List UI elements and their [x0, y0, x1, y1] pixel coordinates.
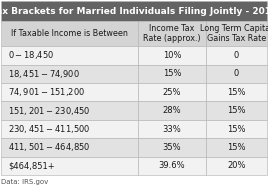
Text: $74,901 - $151,200: $74,901 - $151,200: [8, 86, 85, 98]
Text: Income Tax
Rate (approx.): Income Tax Rate (approx.): [143, 24, 201, 43]
Text: $464,851+: $464,851+: [8, 161, 54, 170]
Text: $230,451 - $411,500: $230,451 - $411,500: [8, 123, 90, 135]
Text: Long Term Capital
Gains Tax Rate: Long Term Capital Gains Tax Rate: [200, 24, 268, 43]
Text: Tax Brackets for Married Individuals Filing Jointly - 2015: Tax Brackets for Married Individuals Fil…: [0, 7, 268, 15]
Bar: [1, 21, 138, 46]
Bar: [1, 1, 267, 21]
Bar: [1, 157, 138, 175]
Bar: [1, 83, 138, 101]
Text: 0: 0: [234, 69, 239, 78]
Text: $151,201 - $230,450: $151,201 - $230,450: [8, 105, 90, 117]
Text: 15%: 15%: [227, 124, 246, 133]
Bar: [206, 65, 267, 83]
Text: 28%: 28%: [163, 106, 181, 115]
Bar: [138, 157, 206, 175]
Bar: [1, 65, 138, 83]
Bar: [206, 120, 267, 138]
Bar: [138, 83, 206, 101]
Bar: [138, 21, 206, 46]
Text: 25%: 25%: [163, 88, 181, 97]
Bar: [138, 101, 206, 120]
Text: 0: 0: [234, 51, 239, 60]
Bar: [1, 120, 138, 138]
Bar: [138, 65, 206, 83]
Bar: [206, 157, 267, 175]
Bar: [206, 138, 267, 157]
Text: 39.6%: 39.6%: [159, 161, 185, 170]
Text: 20%: 20%: [227, 161, 246, 170]
Bar: [138, 120, 206, 138]
Text: 10%: 10%: [163, 51, 181, 60]
Text: $0 - $18,450: $0 - $18,450: [8, 49, 54, 61]
Bar: [138, 46, 206, 65]
Bar: [206, 21, 267, 46]
Text: $411,501 - $464,850: $411,501 - $464,850: [8, 141, 90, 153]
Text: $18,451 - $74,900: $18,451 - $74,900: [8, 68, 80, 80]
Bar: [206, 46, 267, 65]
Bar: [1, 46, 138, 65]
Text: 35%: 35%: [163, 143, 181, 152]
Bar: [206, 101, 267, 120]
Bar: [206, 83, 267, 101]
Text: 33%: 33%: [162, 124, 181, 133]
Text: 15%: 15%: [227, 88, 246, 97]
Text: 15%: 15%: [227, 106, 246, 115]
Text: 15%: 15%: [163, 69, 181, 78]
Bar: [1, 138, 138, 157]
Text: 15%: 15%: [227, 143, 246, 152]
Bar: [138, 138, 206, 157]
Text: If Taxable Income is Between: If Taxable Income is Between: [11, 29, 128, 38]
Bar: [1, 101, 138, 120]
Text: Data: IRS.gov: Data: IRS.gov: [1, 179, 48, 185]
